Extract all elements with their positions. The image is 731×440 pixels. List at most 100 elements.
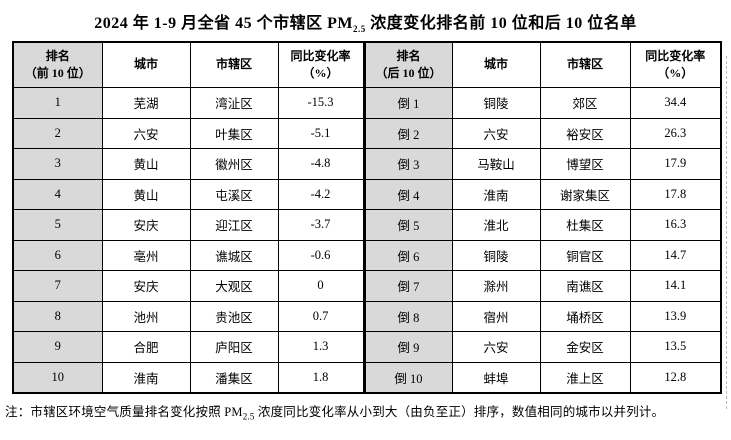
ranking-table-body: 1 芜湖 湾沚区 -15.3 倒 1 铜陵 郊区 34.4 2 六安 叶集区 -5.1 倒 2 六安 裕安区… xyxy=(12,87,722,394)
rank-cell-top10: 9 xyxy=(12,331,103,363)
page-title: 2024 年 1-9 月全省 45 个市辖区 PM2.5 浓度变化排名前 10 … xyxy=(8,9,723,34)
rate-cell-right: 26.3 xyxy=(629,117,722,150)
district-cell-right: 淮上区 xyxy=(539,361,631,394)
district-cell-right: 谢家集区 xyxy=(539,178,631,211)
rank-cell-bottom10: 倒 4 xyxy=(362,178,453,211)
rank-cell-bottom10: 倒 1 xyxy=(362,87,453,119)
table-row: 2 六安 叶集区 -5.1 倒 2 六安 裕安区 26.3 xyxy=(12,117,722,150)
district-cell-left: 庐阳区 xyxy=(189,331,279,363)
rate-cell-left: 1.8 xyxy=(277,361,365,394)
rate-cell-left: -4.8 xyxy=(277,148,365,180)
header-row: 排名 （前 10 位） 城市 市辖区 同比变化率 （%） 排名 （后 10 位）… xyxy=(12,41,722,89)
city-cell-left: 安庆 xyxy=(101,270,191,302)
header-rank-bottom10-line1: 排名 xyxy=(396,48,421,63)
rank-cell-top10: 7 xyxy=(12,270,103,302)
city-cell-left: 芜湖 xyxy=(101,87,191,119)
pm25-ranking-table: 排名 （前 10 位） 城市 市辖区 同比变化率 （%） 排名 （后 10 位）… xyxy=(12,41,722,395)
city-cell-right: 宿州 xyxy=(451,300,541,333)
city-cell-right: 铜陵 xyxy=(451,87,541,119)
district-cell-left: 贵池区 xyxy=(189,300,279,333)
header-district-left: 市辖区 xyxy=(189,41,279,89)
footnote-suffix: 浓度同比变化率从小到大（由负至正）排序，数值相同的城市以并列计。 xyxy=(254,405,665,420)
city-cell-right: 六安 xyxy=(451,117,541,150)
header-rate-left: 同比变化率 （%） xyxy=(277,41,365,89)
rate-cell-right: 12.8 xyxy=(629,361,722,394)
header-rate-right-line2: （%） xyxy=(657,66,694,81)
header-rank-bottom10: 排名 （后 10 位） xyxy=(362,41,453,89)
rate-cell-right: 17.9 xyxy=(629,148,722,180)
rank-cell-top10: 5 xyxy=(12,209,103,241)
pm25-subscript: 2.5 xyxy=(352,24,366,35)
district-cell-right: 郊区 xyxy=(539,87,631,119)
district-cell-right: 裕安区 xyxy=(539,117,631,150)
rank-cell-top10: 10 xyxy=(12,361,103,394)
rank-cell-bottom10: 倒 10 xyxy=(362,361,453,394)
table-row: 9 合肥 庐阳区 1.3 倒 9 六安 金安区 13.5 xyxy=(12,331,722,363)
header-city-left: 城市 xyxy=(101,41,191,89)
city-cell-left: 安庆 xyxy=(101,209,191,241)
rank-cell-top10: 3 xyxy=(12,148,103,180)
rate-cell-left: 0.7 xyxy=(277,300,365,333)
rank-cell-top10: 8 xyxy=(12,300,103,333)
table-row: 6 亳州 谯城区 -0.6 倒 6 铜陵 铜官区 14.7 xyxy=(12,239,722,272)
table-row: 8 池州 贵池区 0.7 倒 8 宿州 埇桥区 13.9 xyxy=(12,300,722,333)
rate-cell-left: 0 xyxy=(277,270,365,302)
district-cell-left: 迎江区 xyxy=(189,209,279,241)
page-title-suffix: 浓度变化排名前 10 位和后 10 位名单 xyxy=(365,15,637,32)
rate-cell-right: 34.4 xyxy=(629,87,722,119)
footnote: 注：市辖区环境空气质量排名变化按照 PM2.5 浓度同比变化率从小到大（由负至正… xyxy=(5,401,731,422)
page-title-prefix: 2024 年 1-9 月全省 45 个市辖区 PM xyxy=(94,15,353,32)
district-cell-right: 南谯区 xyxy=(539,270,631,302)
header-rate-right: 同比变化率 （%） xyxy=(629,41,722,89)
district-cell-left: 屯溪区 xyxy=(189,178,279,211)
header-rate-left-line1: 同比变化率 xyxy=(290,48,351,63)
table-row: 5 安庆 迎江区 -3.7 倒 5 淮北 杜集区 16.3 xyxy=(12,209,722,241)
rate-cell-right: 14.7 xyxy=(629,239,722,272)
rate-cell-left: -4.2 xyxy=(277,178,365,211)
rank-cell-bottom10: 倒 8 xyxy=(362,300,453,333)
rate-cell-left: -3.7 xyxy=(277,209,365,241)
city-cell-right: 滁州 xyxy=(451,270,541,302)
page-boundary-dashed-line xyxy=(726,56,727,409)
district-cell-right: 杜集区 xyxy=(539,209,631,241)
table-row: 7 安庆 大观区 0 倒 7 滁州 南谯区 14.1 xyxy=(12,270,722,302)
city-cell-left: 亳州 xyxy=(101,239,191,272)
header-rate-left-line2: （%） xyxy=(302,66,339,81)
rate-cell-left: -0.6 xyxy=(277,239,365,272)
footnote-prefix: 注：市辖区环境空气质量排名变化按照 PM xyxy=(5,405,243,420)
district-cell-right: 埇桥区 xyxy=(539,300,631,333)
district-cell-right: 金安区 xyxy=(539,331,631,363)
rate-cell-right: 13.5 xyxy=(629,331,722,363)
city-cell-left: 池州 xyxy=(101,300,191,333)
rank-cell-top10: 4 xyxy=(12,178,103,211)
table-row: 10 淮南 潘集区 1.8 倒 10 蚌埠 淮上区 12.8 xyxy=(12,361,722,394)
rate-cell-left: -15.3 xyxy=(277,87,365,119)
city-cell-right: 六安 xyxy=(451,331,541,363)
header-district-right: 市辖区 xyxy=(539,41,631,89)
city-cell-right: 马鞍山 xyxy=(451,148,541,180)
city-cell-left: 合肥 xyxy=(101,331,191,363)
rate-cell-left: -5.1 xyxy=(277,117,365,150)
header-rate-right-line1: 同比变化率 xyxy=(645,48,706,63)
header-rank-bottom10-line2: （后 10 位） xyxy=(375,66,442,81)
header-rank-top10-line1: 排名 xyxy=(45,48,70,63)
rank-cell-bottom10: 倒 9 xyxy=(362,331,453,363)
rank-cell-top10: 2 xyxy=(12,117,103,150)
city-cell-left: 黄山 xyxy=(101,148,191,180)
rank-cell-top10: 1 xyxy=(12,87,103,119)
city-cell-right: 铜陵 xyxy=(451,239,541,272)
city-cell-left: 淮南 xyxy=(101,361,191,394)
rank-cell-top10: 6 xyxy=(12,239,103,272)
header-rank-top10-line2: （前 10 位） xyxy=(24,66,91,81)
rate-cell-right: 16.3 xyxy=(629,209,722,241)
rate-cell-left: 1.3 xyxy=(277,331,365,363)
header-city-right: 城市 xyxy=(451,41,541,89)
table-row: 4 黄山 屯溪区 -4.2 倒 4 淮南 谢家集区 17.8 xyxy=(12,178,722,211)
rank-cell-bottom10: 倒 7 xyxy=(362,270,453,302)
city-cell-right: 蚌埠 xyxy=(451,361,541,394)
table-row: 3 黄山 徽州区 -4.8 倒 3 马鞍山 博望区 17.9 xyxy=(12,148,722,180)
rate-cell-right: 14.1 xyxy=(629,270,722,302)
city-cell-left: 黄山 xyxy=(101,178,191,211)
district-cell-right: 博望区 xyxy=(539,148,631,180)
footnote-pm25-subscript: 2.5 xyxy=(242,411,255,422)
